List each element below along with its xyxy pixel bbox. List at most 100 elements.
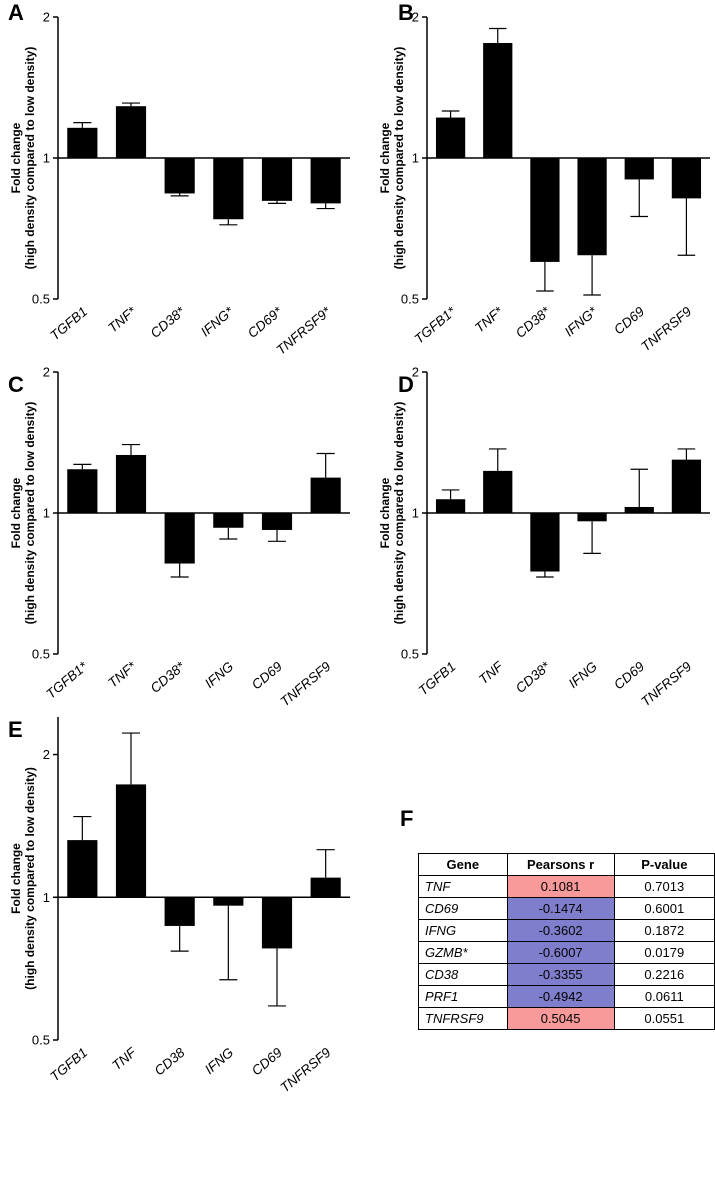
category-label: TGFB1* xyxy=(43,658,91,701)
panel-label: C xyxy=(8,372,24,397)
category-label: TNFRSF9 xyxy=(277,658,334,709)
bar xyxy=(577,158,607,256)
bar xyxy=(624,506,654,513)
table-row: TNF 0.1081 0.7013 xyxy=(418,875,715,898)
category-label: CD69* xyxy=(245,303,286,341)
bar xyxy=(671,158,702,199)
bar xyxy=(164,897,195,926)
gene-cell: CD38 xyxy=(418,963,508,986)
p-value-cell: 0.0611 xyxy=(613,985,715,1008)
category-label: CD69 xyxy=(611,303,647,337)
category-label: TGFB1* xyxy=(412,303,460,346)
y-tick-label: 0.5 xyxy=(401,292,419,307)
panel-label: E xyxy=(8,717,23,742)
p-value-cell: 0.0551 xyxy=(613,1007,715,1030)
p-value-cell: 0.0179 xyxy=(613,941,715,964)
category-label: TNF xyxy=(109,1044,139,1073)
pearsons-r-cell: 0.5045 xyxy=(506,1007,615,1030)
bar xyxy=(213,513,244,528)
bar xyxy=(213,897,244,906)
y-tick-label: 2 xyxy=(43,365,50,380)
category-label: IFNG* xyxy=(198,303,237,339)
category-label: IFNG xyxy=(202,1045,236,1077)
y-tick-label: 0.5 xyxy=(32,647,50,662)
bar xyxy=(115,454,147,513)
bar xyxy=(164,158,195,194)
category-label: CD38 xyxy=(152,1044,188,1078)
bar xyxy=(115,106,147,158)
category-label: TNF xyxy=(476,658,506,687)
category-label: TGFB1 xyxy=(47,1045,90,1084)
bar xyxy=(164,513,195,564)
y-tick-label: 2 xyxy=(412,365,419,380)
table-row: CD38 -0.3355 0.2216 xyxy=(418,963,715,986)
panel-f-label: F xyxy=(400,806,414,831)
p-value-cell: 0.7013 xyxy=(613,875,715,898)
gene-cell: TNFRSF9 xyxy=(418,1007,508,1030)
p-value-cell: 0.1872 xyxy=(613,919,715,942)
y-tick-label: 1 xyxy=(43,506,50,521)
gene-cell: IFNG xyxy=(418,919,508,942)
bar xyxy=(624,158,654,180)
table-header-row: Gene Pearsons r P-value xyxy=(418,853,715,876)
bar xyxy=(310,877,341,898)
panel-label: B xyxy=(398,0,414,25)
p-value-cell: 0.2216 xyxy=(613,963,715,986)
gene-cell: CD69 xyxy=(418,897,508,920)
y-axis-label: Fold change(high density compared to low… xyxy=(9,767,37,990)
bar xyxy=(67,127,98,158)
table-row: PRF1 -0.4942 0.0611 xyxy=(418,985,715,1008)
category-label: CD38* xyxy=(513,303,554,341)
pearsons-r-cell: -0.1474 xyxy=(506,897,615,920)
y-axis-label: Fold change(high density compared to low… xyxy=(9,402,37,625)
table-row: GZMB* -0.6007 0.0179 xyxy=(418,941,715,964)
category-label: IFNG xyxy=(566,659,600,691)
gene-cell: TNF xyxy=(418,875,508,898)
column-header-gene: Gene xyxy=(418,853,508,876)
y-tick-label: 0.5 xyxy=(401,647,419,662)
bar xyxy=(213,158,244,220)
chart-panel-d: D Fold change(high density compared to lo… xyxy=(378,365,710,709)
pearsons-r-cell: 0.1081 xyxy=(506,875,615,898)
y-axis-label: Fold change(high density compared to low… xyxy=(378,402,406,625)
y-tick-label: 0.5 xyxy=(32,1033,50,1048)
gene-cell: PRF1 xyxy=(418,985,508,1008)
panel-label: D xyxy=(398,372,414,397)
y-tick-label: 0.5 xyxy=(32,292,50,307)
category-label: TGFB1 xyxy=(416,659,459,698)
table-row: TNFRSF9 0.5045 0.0551 xyxy=(418,1007,715,1030)
y-tick-label: 2 xyxy=(43,10,50,25)
y-axis-label: Fold change(high density compared to low… xyxy=(378,47,406,270)
panel-label: A xyxy=(8,0,24,25)
bar xyxy=(671,459,702,513)
category-label: TNF* xyxy=(105,658,139,690)
category-label: TNF* xyxy=(105,303,139,335)
bar xyxy=(67,469,98,513)
correlation-table: Gene Pearsons r P-value TNF 0.1081 0.7013 C… xyxy=(418,853,715,1030)
y-tick-label: 1 xyxy=(412,506,419,521)
y-tick-label: 2 xyxy=(43,747,50,762)
bar xyxy=(310,158,341,204)
bar xyxy=(115,784,147,898)
category-label: TNFRSF9 xyxy=(277,1044,334,1095)
gene-cell: GZMB* xyxy=(418,941,508,964)
bar xyxy=(310,477,341,513)
category-label: CD38* xyxy=(147,303,188,341)
category-label: TNF* xyxy=(472,303,506,335)
bar xyxy=(483,43,513,159)
column-header-p-value: P-value xyxy=(613,853,715,876)
category-label: CD38* xyxy=(513,658,554,696)
bar xyxy=(67,840,98,898)
pearsons-r-cell: -0.3355 xyxy=(506,963,615,986)
category-label: TNFRSF9* xyxy=(273,303,334,357)
chart-panel-e: E Fold change(high density compared to lo… xyxy=(8,717,350,1095)
bar xyxy=(435,499,466,513)
table-row: IFNG -0.3602 0.1872 xyxy=(418,919,715,942)
table-row: CD69 -0.1474 0.6001 xyxy=(418,897,715,920)
category-label: CD69 xyxy=(249,658,285,692)
chart-panel-c: C Fold change(high density compared to lo… xyxy=(8,365,350,709)
bar xyxy=(261,158,293,201)
y-axis-label: Fold change(high density compared to low… xyxy=(9,47,37,270)
category-label: TGFB1 xyxy=(47,304,90,343)
